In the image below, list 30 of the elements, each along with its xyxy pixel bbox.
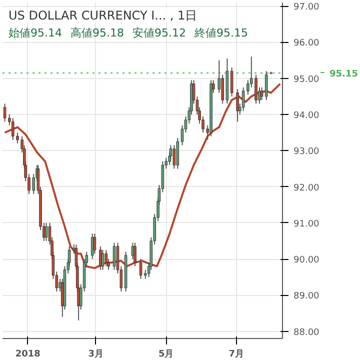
candlestick <box>44 222 48 242</box>
candlestick <box>104 249 108 267</box>
y-tick-label: 93.00 <box>294 147 320 158</box>
y-tick-label: 95.00 <box>294 74 320 85</box>
annotation: 安値95.12 <box>132 26 186 40</box>
annotation: 高値95.18 <box>70 26 124 40</box>
x-tick-label: 3月 <box>88 348 104 360</box>
x-tick-label: 2018 <box>15 350 40 360</box>
ref-line-label: 95.15 <box>330 69 358 80</box>
annotation: 始値95.14 <box>8 26 62 40</box>
candlestick <box>260 86 264 101</box>
candlestick <box>230 67 234 97</box>
y-tick-label: 96.00 <box>294 38 320 49</box>
y-tick-label: 90.00 <box>294 256 320 266</box>
candlestick <box>236 88 239 122</box>
candlestick <box>176 137 180 170</box>
y-tick-label: 91.00 <box>294 219 320 230</box>
y-tick-label: 94.00 <box>294 111 320 121</box>
x-tick-label: 5月 <box>158 348 174 360</box>
candlestick <box>112 242 116 270</box>
annotation: 終値95.15 <box>194 26 248 40</box>
candlestick <box>134 242 136 267</box>
y-tick-label: 92.00 <box>294 183 320 194</box>
x-tick-label: 7月 <box>228 348 244 360</box>
y-tick-label: 89.00 <box>294 292 320 302</box>
y-tick-label: 88.00 <box>294 328 320 338</box>
y-tick-label: 97.00 <box>294 2 320 13</box>
text: US DOLLAR CURRENCY I... , 1日 <box>8 8 198 22</box>
candlestick <box>3 103 6 122</box>
candlestick <box>264 70 268 101</box>
